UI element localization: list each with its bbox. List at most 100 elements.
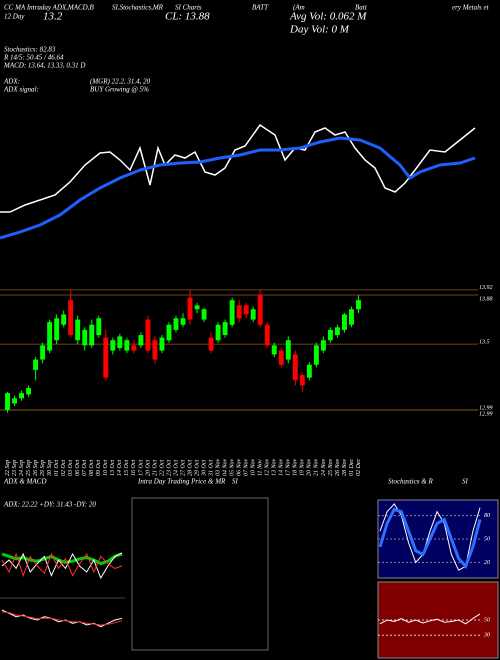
candle-body xyxy=(54,318,60,341)
y-tick-label: 13.88 xyxy=(479,296,493,302)
price-line xyxy=(0,136,476,240)
x-tick-label: 14 Nov xyxy=(278,458,285,476)
candle-body xyxy=(187,297,193,320)
signal: BUY Growing @ 5% xyxy=(90,86,149,94)
x-tick-label: 27 Oct xyxy=(180,460,186,476)
x-tick-label: 14 Oct xyxy=(116,460,123,476)
x-tick-label: 04 Nov xyxy=(221,458,228,476)
x-tick-label: 24 Nov xyxy=(320,458,327,476)
candle-body xyxy=(299,375,305,386)
x-tick-label: 28 Oct xyxy=(187,460,193,476)
header-text: Batt xyxy=(355,4,368,12)
x-tick-label: 20 Oct xyxy=(145,460,151,476)
candle-body xyxy=(271,345,277,355)
x-tick-label: 21 Oct xyxy=(152,460,158,476)
candle-body xyxy=(47,322,53,351)
panel-title: ADX & MACD xyxy=(3,478,46,486)
candle-body xyxy=(320,340,326,351)
day-value: 13.2 xyxy=(43,11,63,23)
panel-title: Intra Day Trading Price & MR xyxy=(137,478,226,486)
x-tick-label: 20 Nov xyxy=(307,458,313,476)
x-tick-label: 25 Sep xyxy=(26,460,32,476)
y-tick-label: 50 xyxy=(484,617,490,623)
x-tick-label: 30 Oct xyxy=(201,460,207,477)
rsi: R 14/5: 50.45 / 46.64 xyxy=(3,54,64,62)
candle-body xyxy=(61,314,67,325)
x-tick-label: 23 Sep xyxy=(12,460,18,476)
adx: ADX: xyxy=(3,78,20,86)
x-tick-label: 09 Oct xyxy=(96,460,102,476)
y-tick-label: 13.5 xyxy=(479,339,490,345)
candle-body xyxy=(222,322,228,336)
x-tick-label: 28 Nov xyxy=(342,458,348,476)
y-tick-label: 13.92 xyxy=(479,285,493,291)
candle-body xyxy=(5,393,10,410)
x-tick-label: 11 Nov xyxy=(258,459,264,476)
candle-body xyxy=(292,354,298,381)
x-tick-label: 06 Oct xyxy=(75,460,81,476)
x-tick-label: 22 Sep xyxy=(5,460,11,476)
adx-line xyxy=(1,552,123,566)
x-tick-label: 17 Oct xyxy=(138,460,144,476)
candle-body xyxy=(103,337,109,378)
candle-body xyxy=(124,340,130,351)
candle-body xyxy=(257,295,263,325)
candle-body xyxy=(334,327,340,336)
x-tick-label: 06 Nov xyxy=(237,458,243,476)
candle-body xyxy=(194,305,200,310)
x-tick-label: 13 Oct xyxy=(110,460,116,476)
x-tick-label: 10 Nov xyxy=(251,458,257,476)
x-tick-label: 29 Sep xyxy=(40,460,46,476)
x-tick-label: 02 Oct xyxy=(61,460,67,476)
x-tick-label: 31 Oct xyxy=(208,460,214,477)
x-tick-label: 10 Oct xyxy=(103,460,109,476)
macd-line xyxy=(1,611,123,626)
candle-body xyxy=(117,336,123,348)
macd: MACD: 13.64, 13.33, 0.31 D xyxy=(3,62,85,70)
x-tick-label: 16 Oct xyxy=(131,460,137,476)
candle-body xyxy=(215,324,221,341)
candle-body xyxy=(278,350,284,365)
candle-body xyxy=(138,335,144,346)
candle-body xyxy=(208,337,214,351)
rsi-line xyxy=(379,613,481,625)
panel-subtitle: SI xyxy=(462,478,469,486)
stoch-line xyxy=(379,503,481,571)
header-text: SI,Stochastics,MR xyxy=(112,4,164,12)
candle-body xyxy=(327,329,333,341)
x-tick-label: 26 Nov xyxy=(335,458,341,476)
x-tick-label: 26 Sep xyxy=(33,460,39,476)
header-text: (Am xyxy=(293,4,305,12)
candle-body xyxy=(313,345,319,365)
candle-body xyxy=(89,324,95,346)
candle-body xyxy=(145,319,151,351)
x-tick-label: 24 Oct xyxy=(172,460,179,476)
y-tick-label: 50 xyxy=(484,536,490,542)
x-tick-label: 12 Nov xyxy=(265,458,271,476)
panel-title: Stochastics & R xyxy=(388,478,433,486)
candle-body xyxy=(250,309,256,320)
price-line xyxy=(0,123,476,213)
intraday-panel xyxy=(131,497,269,651)
x-tick-label: 21 Nov xyxy=(314,458,320,476)
candle-body xyxy=(12,398,17,404)
candle-body xyxy=(166,324,172,341)
candle-body xyxy=(341,314,347,330)
candle-body xyxy=(236,305,242,319)
x-tick-label: 07 Nov xyxy=(244,458,250,476)
y-tick-label: 12.99 xyxy=(479,411,493,417)
x-tick-label: 25 Nov xyxy=(328,458,334,476)
panel-subtitle: ADX: 22.22 +DY: 31.43 -DY: 20 xyxy=(3,501,96,509)
y-tick-label: 12.99 xyxy=(479,405,493,411)
candle-body xyxy=(180,318,186,325)
x-tick-label: 08 Oct xyxy=(89,460,95,476)
candle-body xyxy=(82,329,88,346)
adx-values: (MGR) 22.2, 31.4, 20 xyxy=(90,78,151,86)
day: 12 Day xyxy=(4,13,25,21)
candle-body xyxy=(201,309,207,320)
candle-body xyxy=(75,319,81,341)
stochastics: Stochastics: 82.83 xyxy=(4,46,56,54)
stoch-line xyxy=(378,507,482,570)
y-tick-label: 20 xyxy=(484,560,490,566)
